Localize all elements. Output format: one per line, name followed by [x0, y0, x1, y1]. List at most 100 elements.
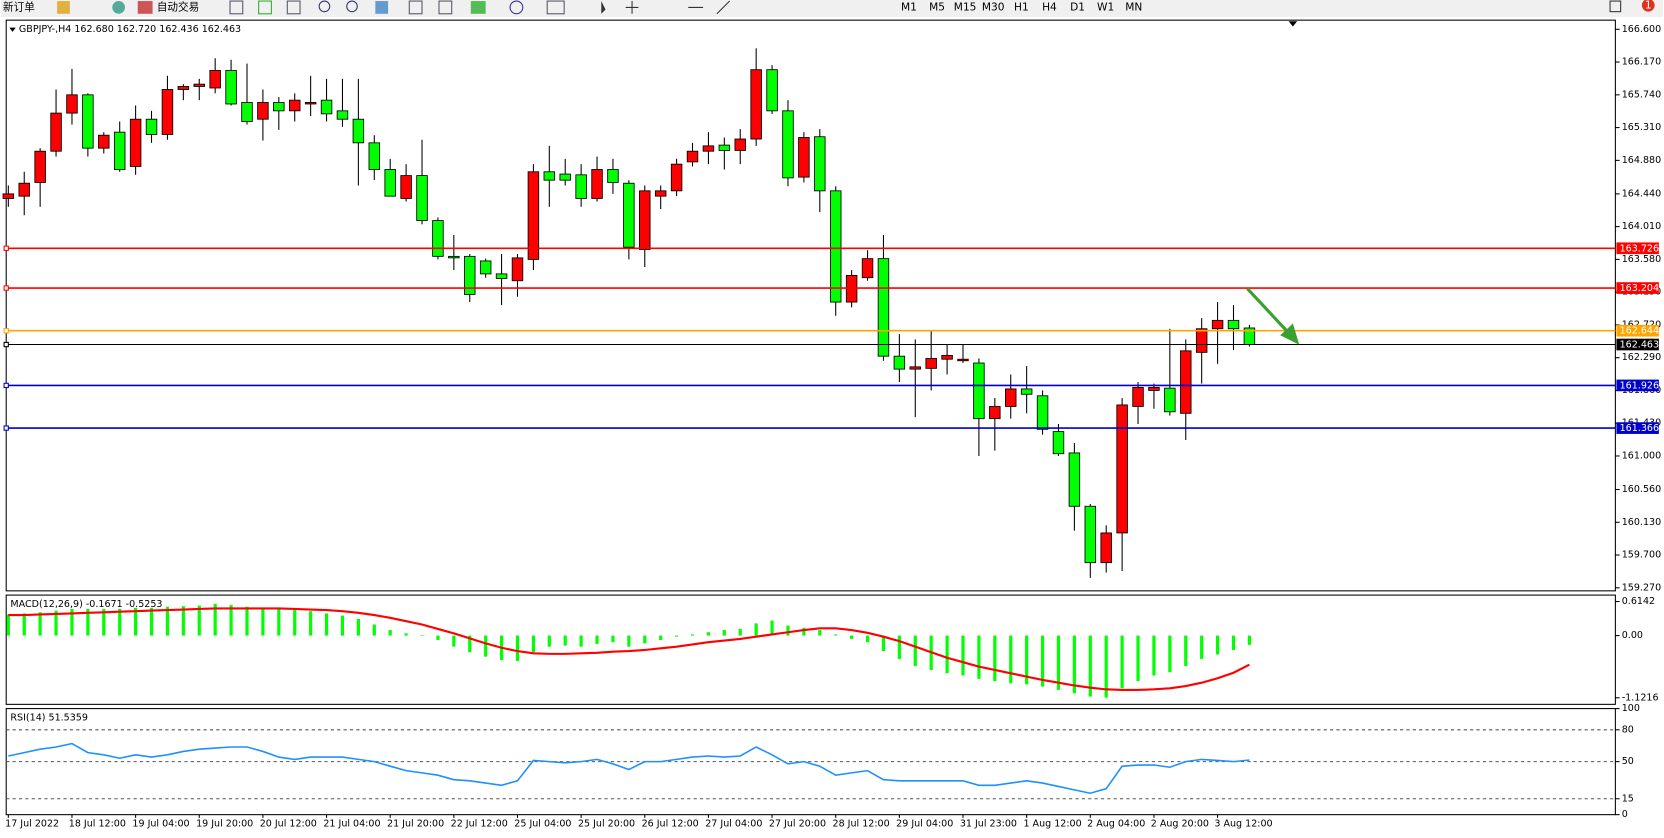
icon[interactable] [346, 0, 358, 13]
badge-count[interactable]: 1 [1645, 0, 1652, 11]
candle-body [1100, 532, 1112, 564]
y-tick-label: 0.00 [1622, 630, 1643, 641]
macd-bar [38, 612, 42, 636]
period-button[interactable]: D1 [1070, 1, 1085, 13]
period-button[interactable]: H1 [1014, 1, 1029, 13]
y-tick-label: 100 [1622, 703, 1640, 714]
icon[interactable] [601, 1, 606, 14]
x-tick-label: 2 Aug 04:00 [1087, 819, 1145, 830]
candle-body [448, 255, 460, 259]
macd-bar [420, 635, 424, 636]
macd-bar [468, 635, 472, 653]
period-button[interactable]: H4 [1042, 1, 1057, 13]
period-button[interactable]: M5 [929, 1, 945, 13]
candle-body [750, 69, 762, 140]
candle-body [766, 69, 778, 112]
candle-body [320, 99, 333, 115]
icon[interactable] [57, 1, 70, 14]
search[interactable] [1609, 0, 1622, 13]
badge[interactable] [1641, 0, 1655, 12]
candle-body [718, 144, 731, 151]
icon[interactable] [286, 0, 301, 15]
candle-body [161, 89, 174, 135]
macd-bar [372, 624, 376, 636]
macd-bar [1009, 635, 1013, 684]
y-tick-label: 159.270 [1622, 582, 1661, 593]
y-tick-label: 166.170 [1622, 57, 1661, 68]
icon[interactable] [112, 1, 126, 14]
shift-marker [1288, 21, 1298, 27]
candle-body [1084, 505, 1097, 564]
auto-trading[interactable]: 自动交易 [157, 0, 199, 13]
candle-body [368, 142, 381, 170]
y-tick-label: 50 [1622, 756, 1634, 767]
candle-body [384, 169, 396, 197]
macd-bar [818, 630, 822, 636]
period-button[interactable]: MN [1125, 1, 1142, 13]
candle-body [225, 70, 237, 105]
candle-body [893, 355, 906, 370]
level-label: 163.204 [1620, 283, 1659, 294]
icon[interactable] [438, 0, 453, 15]
icon[interactable] [509, 0, 524, 15]
candle-body [304, 102, 317, 105]
icon[interactable] [546, 0, 565, 15]
candle-body [1036, 395, 1049, 430]
x-tick-label: 1 Aug 12:00 [1023, 819, 1081, 830]
macd-bar [627, 635, 631, 647]
x-tick-label: 17 Jul 2022 [5, 819, 59, 830]
macd-bar [850, 635, 854, 639]
icon[interactable] [137, 1, 153, 14]
symbol-menu[interactable] [9, 27, 16, 32]
icon[interactable] [470, 1, 486, 14]
macd-bar [340, 615, 345, 636]
icon[interactable] [688, 0, 731, 15]
candle-body [511, 257, 524, 282]
candle-body [559, 173, 571, 181]
y-tick-label: -1.1216 [1622, 692, 1659, 703]
panel-title: MACD(12,26,9) -0.1671 -0.5253 [10, 599, 162, 610]
candle-body [607, 169, 619, 183]
candle-body [113, 131, 126, 170]
macd-bar [834, 634, 838, 636]
macd-bar [70, 608, 74, 636]
level-badge [1616, 379, 1659, 392]
macd-bar [913, 635, 917, 667]
period-button[interactable]: M1 [901, 1, 917, 13]
y-tick-label: 160.130 [1622, 517, 1661, 528]
macd-bar [881, 635, 886, 652]
candle-body [861, 258, 874, 279]
macd-bar [1040, 635, 1045, 687]
icon[interactable] [625, 1, 639, 14]
candle-body [432, 220, 444, 257]
period-button[interactable]: M30 [982, 1, 1005, 13]
x-tick-label: 18 Jul 12:00 [69, 819, 126, 830]
x-tick-label: 21 Jul 20:00 [387, 819, 444, 830]
macd-bar [643, 635, 647, 644]
new-order[interactable]: 新订单 [3, 0, 35, 13]
candle-body [702, 145, 715, 152]
macd-bar [356, 618, 360, 636]
candle-body [1180, 350, 1192, 414]
candle-body [1164, 387, 1176, 413]
period-button[interactable]: M15 [954, 1, 977, 13]
icon[interactable] [375, 1, 389, 14]
icon[interactable] [258, 0, 272, 15]
level-badge [1616, 422, 1659, 434]
level-handle [3, 382, 9, 389]
macd-bar [102, 608, 106, 636]
icon[interactable] [408, 0, 423, 15]
level-badge [1616, 338, 1659, 351]
macd-bar [865, 635, 870, 643]
candle-body [336, 110, 349, 120]
macd-bar [484, 635, 488, 657]
x-tick-label: 27 Jul 20:00 [769, 819, 826, 830]
main-panel [5, 19, 1616, 592]
candle-body [829, 190, 842, 303]
candle-body [639, 190, 651, 250]
toolbar: 新订单 自动交易 1 M1 M5 M15 M30 H1 H4 D1 W1 MN [0, 0, 1664, 17]
icon[interactable] [318, 0, 331, 13]
period-button[interactable]: W1 [1097, 1, 1114, 13]
candle-body [288, 99, 301, 112]
icon[interactable] [229, 0, 244, 15]
